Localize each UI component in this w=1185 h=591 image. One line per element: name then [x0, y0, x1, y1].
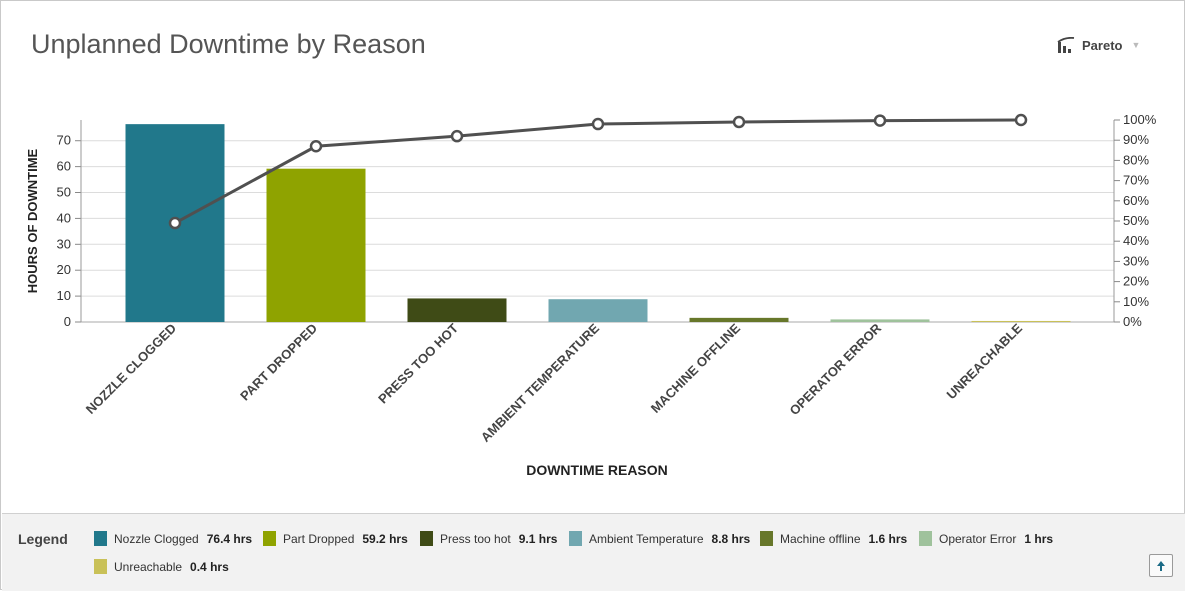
x-tick-label: NOZZLE CLOGGED — [83, 321, 179, 417]
bar — [548, 299, 648, 322]
legend-label: Press too hot — [440, 531, 511, 546]
legend-item[interactable]: Nozzle Clogged 76.4 hrs — [94, 531, 252, 546]
legend-value: 59.2 hrs — [362, 531, 408, 546]
legend-label: Ambient Temperature — [589, 531, 704, 546]
bar — [407, 298, 507, 322]
y-tick-label: 70 — [57, 133, 71, 148]
cumulative-point — [168, 216, 182, 230]
legend-swatch — [94, 559, 107, 574]
y-tick-label: 0 — [64, 314, 71, 329]
legend-value: 1.6 hrs — [868, 531, 908, 546]
cumulative-point — [873, 114, 887, 127]
chevron-down-icon: ▼ — [1131, 40, 1141, 50]
legend-panel: Legend Nozzle Clogged 76.4 hrs Part Droppe… — [2, 513, 1185, 591]
legend-swatch — [263, 531, 276, 546]
legend-swatch — [94, 531, 107, 546]
y2-tick-label: 100% — [1123, 112, 1157, 127]
x-axis-label: DOWNTIME REASON — [526, 462, 668, 478]
x-tick-label: OPERATOR ERROR — [787, 320, 885, 418]
cumulative-point — [1014, 113, 1028, 127]
bar — [830, 319, 930, 322]
bar — [266, 168, 366, 322]
x-tick-label: UNREACHABLE — [944, 320, 1026, 402]
legend-swatch — [760, 531, 773, 546]
y2-tick-label: 80% — [1123, 152, 1149, 167]
legend-label: Operator Error — [939, 531, 1017, 546]
y2-tick-label: 60% — [1123, 193, 1149, 208]
legend-value: 0.4 hrs — [190, 559, 229, 574]
y-tick-label: 20 — [57, 262, 71, 277]
x-tick-label: PRESS TOO HOT — [375, 320, 461, 406]
cumulative-point — [309, 140, 323, 153]
chart-type-label: Pareto — [1082, 37, 1123, 53]
legend-title: Legend — [18, 531, 68, 547]
y2-tick-label: 90% — [1123, 132, 1149, 147]
y2-tick-label: 20% — [1123, 274, 1149, 289]
x-tick-label: PART DROPPED — [237, 321, 320, 404]
legend-value: 9.1 hrs — [518, 531, 558, 546]
cumulative-point — [591, 117, 605, 131]
legend-item[interactable]: Unreachable 0.4 hrs — [94, 559, 229, 574]
y2-tick-label: 50% — [1123, 213, 1149, 228]
scroll-top-button[interactable] — [1149, 554, 1173, 577]
bar — [689, 317, 789, 322]
legend-value: 8.8 hrs — [711, 531, 751, 546]
legend-item[interactable]: Part Dropped 59.2 hrs — [263, 531, 408, 546]
legend-item[interactable]: Operator Error 1 hrs — [919, 531, 1053, 546]
y-axis-label: HOURS OF DOWNTIME — [25, 148, 40, 293]
legend-label: Unreachable — [114, 559, 183, 574]
x-tick-label: MACHINE OFFLINE — [648, 320, 744, 416]
cumulative-point — [450, 129, 464, 143]
y2-tick-label: 70% — [1123, 173, 1149, 188]
y-tick-label: 10 — [57, 288, 71, 303]
chart-type-dropdown[interactable]: Pareto ▼ — [1057, 37, 1140, 53]
y-tick-label: 60 — [57, 159, 71, 174]
pareto-chart-icon — [1057, 37, 1075, 53]
y-tick-label: 40 — [57, 210, 71, 225]
legend-item[interactable]: Press too hot 9.1 hrs — [420, 531, 557, 546]
x-tick-label: AMBIENT TEMPERATURE — [478, 320, 603, 445]
legend-value: 1 hrs — [1024, 531, 1054, 546]
legend-label: Part Dropped — [283, 531, 355, 546]
legend-swatch — [420, 531, 433, 546]
y-tick-label: 30 — [57, 236, 71, 251]
legend-label: Machine offline — [780, 531, 861, 546]
legend-item[interactable]: Ambient Temperature 8.8 hrs — [569, 531, 750, 546]
bar — [971, 320, 1071, 322]
legend-item[interactable]: Machine offline 1.6 hrs — [760, 531, 907, 546]
legend-value: 76.4 hrs — [206, 531, 253, 546]
y2-tick-label: 40% — [1123, 233, 1149, 248]
legend-swatch — [919, 531, 932, 546]
pareto-chart: 0 10 20 30 40 50 60 70 0% 10% 20% 30% 40% 50% 60% 70% 80… — [25, 112, 1157, 478]
cumulative-point — [732, 115, 746, 129]
legend-label: Nozzle Clogged — [114, 531, 199, 546]
y-tick-label: 50 — [57, 185, 71, 200]
y2-tick-label: 0% — [1123, 314, 1142, 329]
legend-swatch — [569, 531, 582, 546]
y2-tick-label: 30% — [1123, 253, 1149, 268]
arrow-up-icon — [1157, 560, 1165, 571]
y2-tick-label: 10% — [1123, 294, 1149, 309]
page-title: Unplanned Downtime by Reason — [31, 29, 426, 59]
